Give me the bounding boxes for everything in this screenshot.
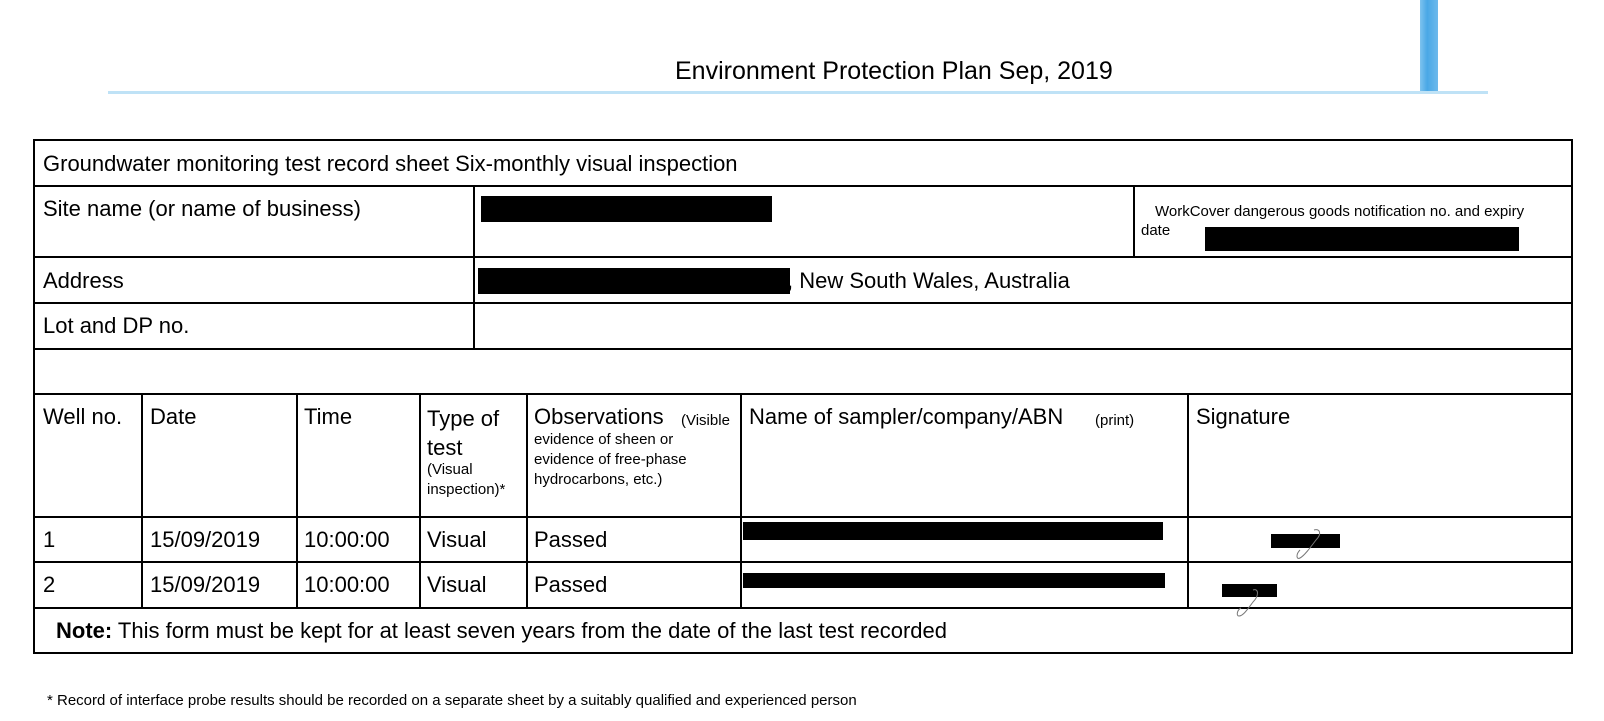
footnote: * Record of interface probe results shou… [47, 692, 857, 709]
row-1-signature-redaction [1271, 534, 1340, 548]
row-2-signature-redaction [1222, 584, 1277, 597]
row-2-date: 15/09/2019 [150, 572, 261, 597]
row-2-time: 10:00:00 [304, 572, 390, 597]
row-1-observations: Passed [534, 527, 608, 552]
col-header-observations-note-start: (Visible [681, 412, 730, 429]
col-header-type-note: (Visual inspection)* [427, 461, 506, 498]
row-1-date: 15/09/2019 [150, 527, 261, 552]
row-1-sampler-redaction [743, 522, 1163, 540]
row-1-time: 10:00:00 [304, 527, 390, 552]
header-accent-bar [1420, 0, 1438, 93]
address-value: , New South Wales, Australia [787, 268, 1070, 293]
page-header-title: Environment Protection Plan Sep, 2019 [675, 57, 1113, 85]
workcover-redaction [1205, 227, 1519, 251]
note-row: Note: This form must be kept for at leas… [56, 618, 947, 644]
site-name-label: Site name (or name of business) [43, 196, 361, 221]
row-1-signature-mark [1296, 529, 1321, 559]
col-header-observations: Observations [534, 404, 664, 429]
col-header-date: Date [150, 404, 197, 429]
address-label: Address [43, 268, 124, 293]
workcover-label: WorkCover dangerous goods notification n… [1141, 203, 1525, 239]
row-2-sampler-redaction [743, 573, 1165, 588]
row-2-observations: Passed [534, 572, 608, 597]
col-header-time: Time [304, 404, 353, 429]
col-header-well: Well no. [43, 404, 123, 429]
row-2-signature-mark [1236, 589, 1258, 617]
row-1-well: 1 [43, 527, 56, 552]
form-title: Groundwater monitoring test record sheet… [43, 151, 738, 176]
site-name-redaction [481, 196, 772, 222]
address-redaction [478, 268, 790, 294]
row-2-well: 2 [43, 572, 56, 597]
col-header-observations-note: evidence of sheen or evidence of free-ph… [534, 431, 687, 488]
note-text: This form must be kept for at least seve… [112, 618, 947, 643]
lot-dp-label: Lot and DP no. [43, 313, 190, 338]
col-header-type: Type of test [427, 406, 500, 460]
col-header-sampler: Name of sampler/company/ABN [749, 404, 1064, 429]
row-1-type: Visual [427, 527, 487, 552]
row-2-type: Visual [427, 572, 487, 597]
col-header-signature: Signature [1196, 404, 1291, 429]
header-rule [108, 91, 1488, 94]
note-label: Note: [56, 618, 113, 643]
col-header-sampler-note: (print) [1095, 412, 1135, 429]
